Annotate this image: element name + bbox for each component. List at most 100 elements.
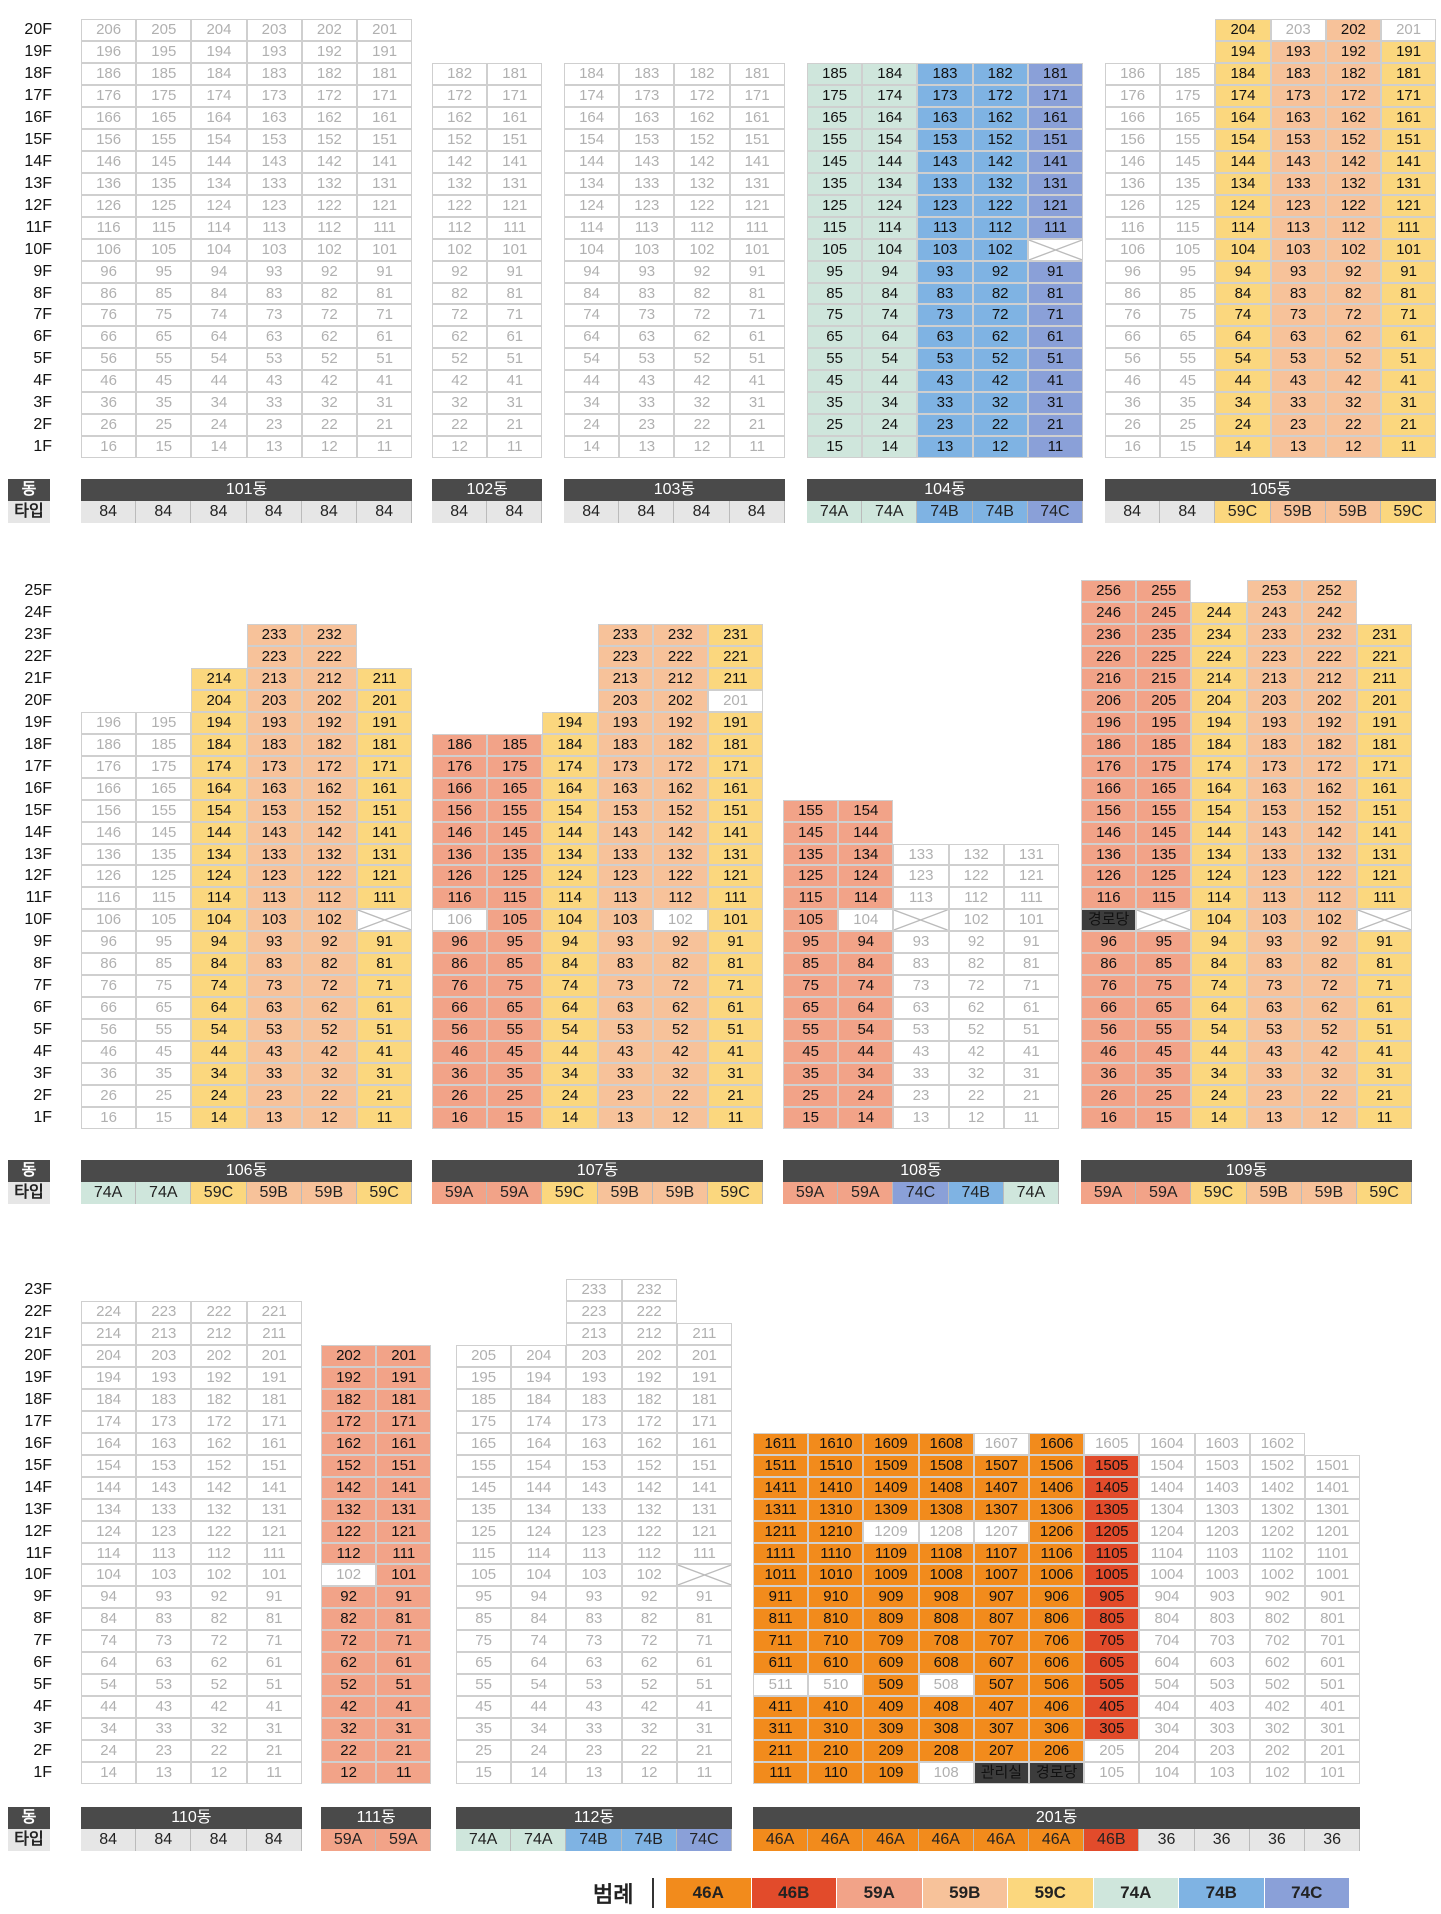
unit-cell: 1408 [918,1476,974,1499]
unit-cell: 141 [487,150,543,173]
unit-cell: 35 [456,1718,512,1741]
unit-cell: 144 [1215,150,1271,173]
unit-cell: 14 [838,1107,894,1129]
unit-cell: 104 [1139,1762,1195,1785]
unit-cell: 181 [376,1388,432,1411]
unit-cell: 101 [1381,238,1437,261]
unit-cell: 1504 [1139,1454,1195,1477]
unit-cell: 176 [81,84,137,107]
unit-type-cell: 84 [191,501,247,523]
unit-cell: 34 [542,1063,598,1086]
unit-cell: 202 [1301,689,1357,712]
unit-type-cell: 74C [1027,501,1083,523]
unit-cell: 142 [301,821,357,844]
unit-cell: 44 [838,1041,894,1064]
unit-cell: 1411 [753,1476,809,1499]
unit-cell: 104 [564,238,620,261]
unit-cell: 507 [973,1674,1029,1697]
unit-cell: 201 [246,1344,302,1367]
unit-type-cell: 84 [301,501,357,523]
unit-cell: 192 [191,1366,247,1389]
unit-cell: 132 [652,843,708,866]
unit-cell: 142 [972,150,1028,173]
unit-cell: 182 [674,62,730,85]
unit-cell: 111 [246,1542,302,1565]
unit-cell: 84 [81,1608,137,1631]
unit-type-cell: 59B [652,1182,708,1204]
unit-cell: 181 [1027,62,1083,85]
building-name: 104동 [807,479,1083,502]
unit-cell: 175 [136,755,192,778]
unit-cell: 703 [1194,1630,1250,1653]
unit-cell: 801 [1305,1608,1361,1631]
unit-type-cell: 74C [676,1829,732,1851]
unit-cell: 702 [1249,1630,1305,1653]
unit-cell: 809 [863,1608,919,1631]
unit-cell: 25 [1136,1085,1192,1108]
unit-cell: 161 [1381,106,1437,129]
unit-cell: 71 [708,975,764,998]
unit-cell: 611 [753,1652,809,1675]
unit-cell: 56 [81,1019,137,1042]
unit-cell: 182 [1301,733,1357,756]
unit-cell: 232 [301,623,357,646]
unit-cell: 65 [456,1652,512,1675]
unit-cell: 35 [1136,1063,1192,1086]
unit-cell: 92 [301,931,357,954]
unit-cell: 63 [597,997,653,1020]
unit-cell: 707 [973,1630,1029,1653]
unit-cell: 14 [862,436,918,459]
unit-cell: 155 [487,799,543,822]
unit-cell: 131 [676,1498,732,1521]
unit-cell: 111 [729,216,785,239]
unit-cell: 193 [1270,40,1326,63]
unit-cell: 134 [511,1498,567,1521]
unit-cell: 710 [808,1630,864,1653]
unit-cell: 601 [1305,1652,1361,1675]
unit-cell: 24 [1215,414,1271,437]
unit-cell: 1005 [1084,1564,1140,1587]
unit-cell: 122 [652,865,708,888]
unit-cell: 121 [708,865,764,888]
unit-cell: 83 [246,282,302,305]
unit-cell: 144 [1191,821,1247,844]
unit-cell: 242 [1301,601,1357,624]
unit-cell: 173 [917,84,973,107]
unit-cell: 114 [542,887,598,910]
unit-cell: 91 [729,260,785,283]
unit-cell: 21 [1381,414,1437,437]
unit-cell: 85 [136,953,192,976]
unit-cell: 151 [357,128,413,151]
unit-cell: 183 [246,733,302,756]
unit-cell: 132 [948,843,1004,866]
unit-cell: 152 [301,799,357,822]
unit-cell: 1105 [1084,1542,1140,1565]
unit-type-cell: 84 [432,501,488,523]
unit-cell: 92 [1301,931,1357,954]
unit-cell: 21 [1027,414,1083,437]
unit-cell: 124 [542,865,598,888]
unit-cell: 1103 [1194,1542,1250,1565]
unit-cell: 145 [136,150,192,173]
unit-cell: 145 [1160,150,1216,173]
unit-cell: 1603 [1194,1432,1250,1455]
unit-cell: 122 [301,865,357,888]
unit-cell: 134 [542,843,598,866]
unit-cell: 83 [597,953,653,976]
unit-cell: 95 [1136,931,1192,954]
unit-cell: 606 [1029,1652,1085,1675]
unit-cell: 54 [542,1019,598,1042]
unit-type-cell: 74A [1003,1182,1059,1204]
unit-cell: 54 [191,348,247,371]
unit-cell: 142 [1325,150,1381,173]
unit-cell: 155 [136,799,192,822]
empty-unit [357,909,413,932]
unit-cell: 211 [357,667,413,690]
unit-type-cell: 84 [136,1829,192,1851]
unit-cell: 156 [81,799,137,822]
unit-cell: 106 [81,238,137,261]
floor-label: 9F [33,933,52,951]
unit-cell: 12 [1301,1107,1357,1129]
unit-cell: 56 [81,348,137,371]
unit-cell: 73 [246,975,302,998]
